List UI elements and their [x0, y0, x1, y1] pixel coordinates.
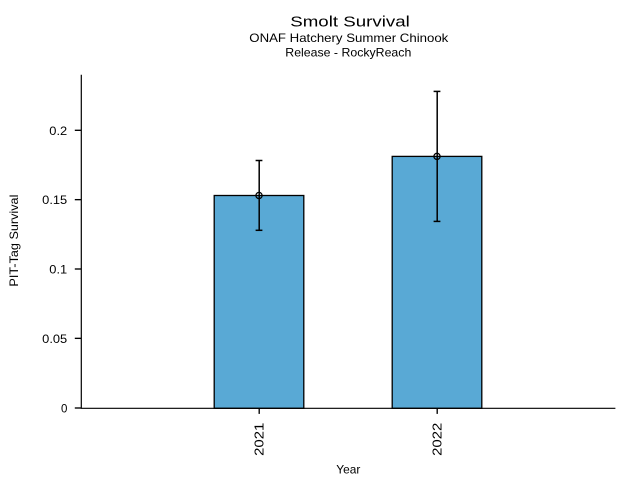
svg-text:PIT-Tag Survival: PIT-Tag Survival	[7, 195, 21, 287]
svg-text:Year: Year	[336, 462, 360, 476]
svg-text:2022: 2022	[431, 423, 445, 456]
svg-text:Release - RockyReach: Release - RockyReach	[285, 45, 411, 59]
svg-text:Smolt Survival: Smolt Survival	[290, 14, 410, 31]
svg-text:0.05: 0.05	[42, 334, 67, 346]
svg-text:0.1: 0.1	[49, 265, 67, 277]
svg-text:ONAF Hatchery Summer Chinook: ONAF Hatchery Summer Chinook	[249, 31, 449, 45]
svg-text:0: 0	[61, 403, 67, 415]
svg-text:0.2: 0.2	[49, 126, 67, 138]
svg-text:0.15: 0.15	[42, 195, 67, 207]
svg-text:2021: 2021	[253, 423, 267, 456]
